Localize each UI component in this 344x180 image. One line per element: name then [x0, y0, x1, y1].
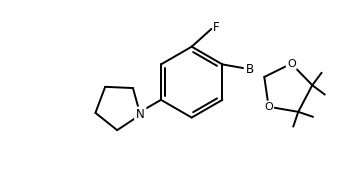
Text: F: F: [213, 21, 220, 35]
Text: O: O: [264, 102, 273, 112]
Text: N: N: [136, 108, 145, 121]
Text: B: B: [246, 63, 254, 76]
Text: O: O: [287, 59, 295, 69]
